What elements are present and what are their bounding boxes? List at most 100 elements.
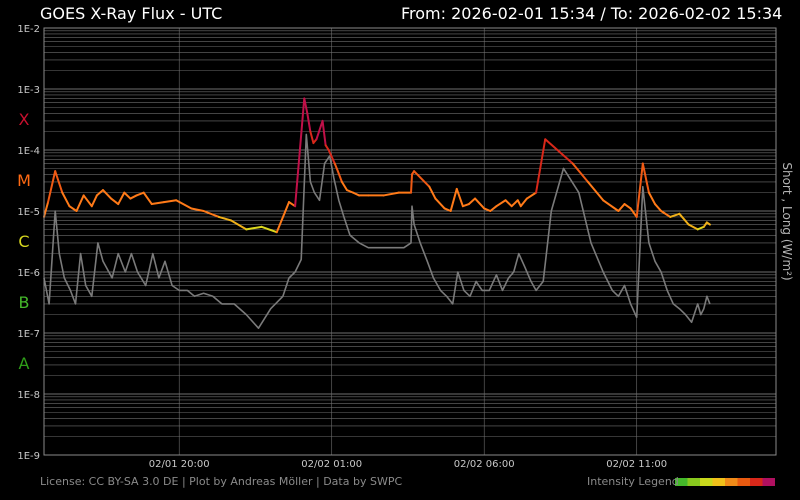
x-axis-tick-labels: 02/01 20:00 02/02 01:00 02/02 06:00 02/02 1…	[149, 459, 667, 470]
long-series-segment	[129, 194, 138, 200]
long-series-segment	[461, 203, 470, 208]
long-series-segment	[495, 199, 507, 208]
short-series-line	[43, 133, 711, 329]
flare-class-labels: X M C B A	[17, 110, 31, 373]
long-series-segment	[150, 201, 165, 206]
long-series-segment	[705, 221, 711, 226]
long-series-segment	[504, 199, 513, 208]
flare-class-x: X	[19, 110, 30, 129]
long-series-segment	[443, 207, 452, 212]
long-series-segment	[678, 212, 690, 226]
long-series-segment	[315, 119, 324, 141]
long-series-segment	[95, 189, 104, 197]
intensity-swatch	[737, 478, 750, 486]
long-series-segment	[306, 112, 312, 133]
long-series-segment	[629, 207, 638, 218]
intensity-swatch	[725, 478, 738, 486]
flare-class-a: A	[19, 354, 30, 373]
long-series-segment	[230, 219, 248, 231]
y-tick-label: 1E-9	[17, 451, 40, 462]
long-series-segment	[245, 225, 263, 231]
long-series-segment	[641, 162, 650, 194]
long-series-segment	[410, 173, 414, 194]
long-series-segment	[142, 191, 153, 206]
long-series-segment	[309, 130, 315, 145]
long-series-segment	[61, 191, 71, 208]
long-series-segment	[696, 225, 705, 231]
long-series-segment	[333, 162, 339, 173]
long-series-segment	[647, 191, 657, 206]
intensity-swatch	[762, 478, 775, 486]
x-tick-label: 02/01 20:00	[149, 459, 210, 470]
y-tick-label: 1E-7	[17, 329, 40, 340]
long-series-segment	[586, 180, 605, 202]
y-tick-label: 1E-8	[17, 390, 40, 401]
flare-class-m: M	[17, 171, 31, 190]
long-series-segment	[303, 97, 309, 115]
long-series-segment	[449, 187, 458, 212]
long-series-segment	[413, 170, 431, 188]
long-series-segment	[434, 197, 446, 210]
long-series-segment	[123, 191, 132, 200]
long-series-segment	[483, 207, 492, 212]
long-series-segment	[510, 199, 519, 208]
long-series-segment	[110, 197, 120, 206]
long-series-segment	[467, 197, 477, 206]
flare-class-c: C	[18, 232, 29, 251]
date-range: From: 2026-02-01 15:34 / To: 2026-02-02 …	[401, 4, 783, 23]
long-series-segment	[474, 197, 486, 210]
long-series-segment	[260, 225, 278, 234]
license-text: License: CC BY-SA 3.0 DE | Plot by Andre…	[40, 475, 403, 488]
x-tick-label: 02/02 11:00	[606, 459, 667, 470]
long-series-segment	[602, 199, 620, 212]
y-axis-tick-labels: 1E-9 1E-8 1E-7 1E-6 1E-5 1E-4 1E-3 1E-2	[17, 24, 40, 462]
long-series-segment	[571, 162, 589, 183]
long-series-segment	[117, 191, 126, 206]
long-series-segment	[516, 199, 522, 208]
short-series	[43, 133, 711, 329]
long-series	[43, 97, 711, 234]
long-series-segment	[175, 199, 193, 210]
intensity-legend	[675, 478, 775, 486]
long-series-segment	[654, 203, 663, 212]
long-series-segment	[327, 149, 336, 165]
y-tick-label: 1E-3	[17, 85, 40, 96]
long-series-segment	[47, 170, 57, 204]
long-series-segment	[288, 201, 297, 208]
y-axis-label: Short , Long (W/m²)	[780, 162, 794, 280]
long-series-segment	[101, 189, 113, 200]
x-tick-label: 02/02 06:00	[454, 459, 515, 470]
intensity-swatch	[675, 478, 688, 486]
long-series-segment	[687, 223, 699, 231]
long-series-segment	[382, 191, 400, 197]
long-series-segment	[428, 185, 437, 200]
long-series-segment	[68, 205, 78, 212]
y-tick-label: 1E-6	[17, 268, 40, 279]
long-series-segment	[54, 170, 64, 194]
long-series-segment	[217, 215, 233, 222]
long-series-segment	[90, 194, 98, 208]
log-grid	[44, 28, 776, 456]
long-series-segment	[162, 199, 178, 204]
intensity-swatch	[750, 478, 763, 486]
intensity-swatch	[687, 478, 700, 486]
long-series-segment	[75, 194, 85, 212]
x-tick-label: 02/02 01:00	[301, 459, 362, 470]
flare-class-b: B	[19, 293, 30, 312]
y-tick-label: 1E-4	[17, 146, 40, 157]
long-series-segment	[525, 191, 538, 200]
intensity-legend-label: Intensity Legend	[587, 475, 679, 488]
long-series-segment	[321, 119, 327, 147]
long-series-segment	[519, 197, 528, 208]
long-series-segment	[135, 191, 145, 197]
plot-frame	[43, 27, 777, 456]
long-series-segment	[43, 201, 50, 218]
long-series-segment	[82, 194, 93, 208]
y-tick-label: 1E-2	[17, 24, 40, 35]
long-series-segment	[202, 210, 220, 218]
long-series-segment	[455, 187, 464, 208]
long-series-segment	[345, 189, 355, 194]
long-series-segment	[294, 97, 306, 208]
long-series-segment	[275, 201, 291, 234]
